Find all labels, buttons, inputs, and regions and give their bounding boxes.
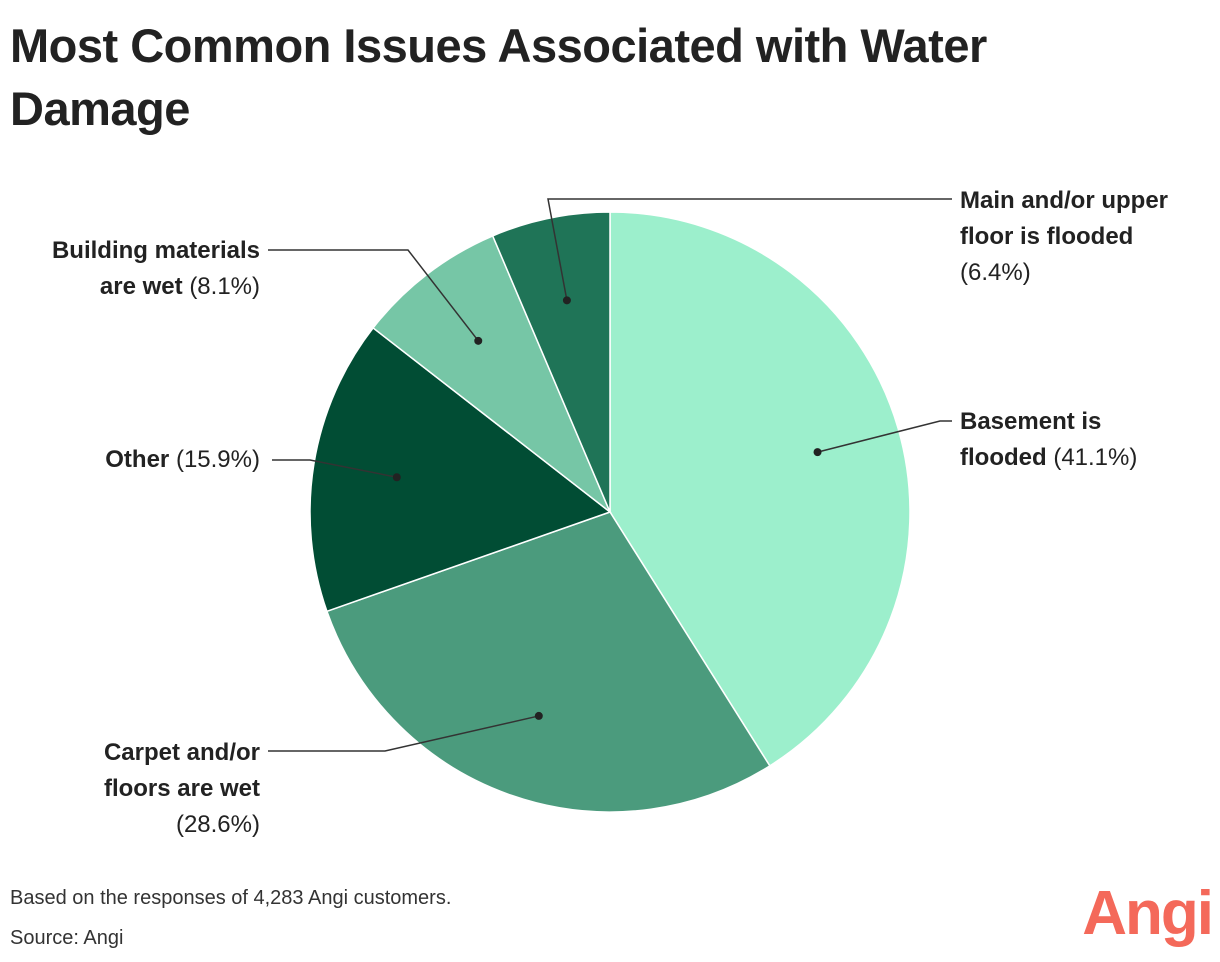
footnote: Based on the responses of 4,283 Angi cus…: [10, 887, 452, 909]
angi-logo: Angi: [1082, 879, 1214, 948]
leader-line-carpet-floors-wet: [268, 715, 539, 752]
label-building-line1: Building materials: [51, 237, 260, 264]
leader-dot-building-materials-wet: [474, 336, 483, 345]
leader-lines: [268, 198, 952, 752]
label-building-materials-wet: Building materials are wet (8.1%): [10, 233, 260, 305]
label-basement-pct: (41.1%): [1053, 444, 1138, 471]
label-basement-flooded: Basement is flooded (41.1%): [960, 404, 1137, 476]
label-building-pct: (8.1%): [189, 273, 260, 300]
leader-dot-main-floor-flooded: [562, 296, 571, 305]
label-main-floor-line1: Main and/or upper: [960, 187, 1169, 214]
label-basement-line1: Basement is: [960, 408, 1102, 435]
label-other-pct: (15.9%): [175, 446, 260, 473]
pie-slice-other: [309, 326, 612, 613]
label-main-floor-pct: (6.4%): [960, 259, 1031, 286]
leader-line-basement-flooded: [817, 420, 952, 453]
pie-slice-basement-flooded: [609, 211, 911, 767]
label-building-line2: are wet: [99, 273, 183, 300]
label-carpet-line1: Carpet and/or: [103, 739, 260, 766]
leader-line-building-materials-wet: [268, 249, 479, 342]
label-other: Other (15.9%): [10, 442, 260, 478]
label-basement-line2: flooded: [960, 444, 1047, 471]
pie-slice-main-floor-flooded: [491, 211, 611, 513]
leader-line-main-floor-flooded: [547, 198, 952, 301]
leader-dot-other: [392, 473, 401, 482]
label-other-line1: Other: [105, 446, 170, 473]
label-carpet-floors-wet: Carpet and/or floors are wet (28.6%): [10, 735, 260, 843]
pie-slice-carpet-floors-wet: [325, 511, 771, 813]
label-carpet-line2: floors are wet: [103, 775, 260, 802]
label-carpet-pct: (28.6%): [175, 811, 260, 838]
leader-dot-basement-flooded: [813, 448, 822, 457]
leader-dot-carpet-floors-wet: [534, 711, 543, 720]
source-note: Source: Angi: [10, 927, 124, 949]
pie-slices: [309, 211, 911, 813]
leader-line-other: [272, 459, 397, 478]
chart-title: Most Common Issues Associated with Water…: [10, 19, 987, 135]
label-main-floor-line2: floor is flooded: [960, 223, 1134, 250]
label-main-floor-flooded: Main and/or upper floor is flooded (6.4%…: [960, 183, 1168, 291]
